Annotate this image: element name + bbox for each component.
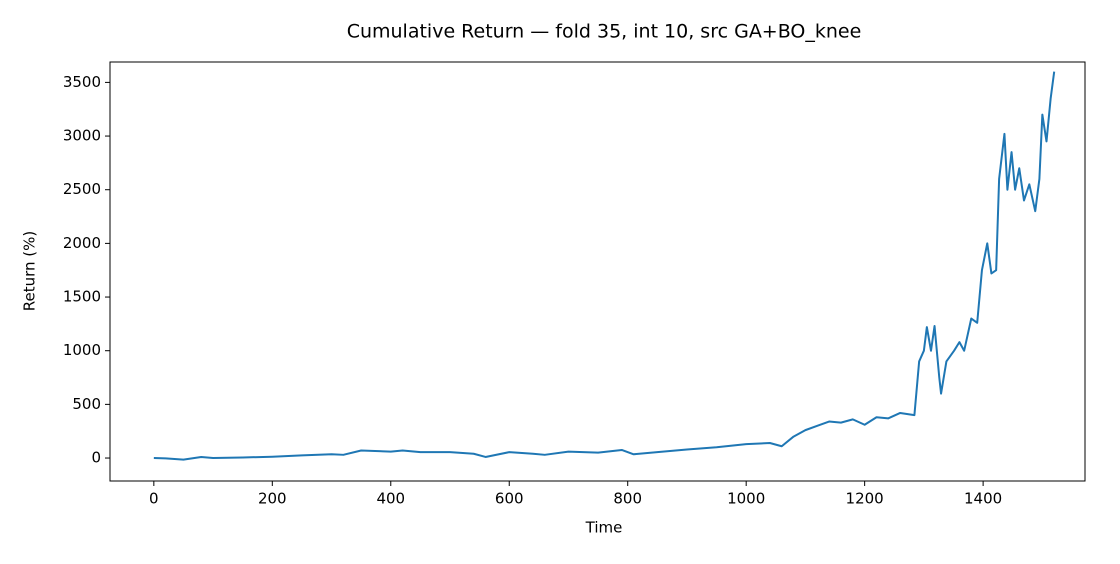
data-line [153, 71, 1056, 461]
x-tick-label: 800 [613, 490, 642, 508]
y-tick-label: 0 [91, 449, 101, 467]
x-tick-label: 1200 [846, 490, 884, 508]
plot-frame [109, 61, 1086, 482]
y-axis-label: Return (%) [21, 231, 39, 312]
x-tick-label: 600 [495, 490, 524, 508]
x-tick-label: 400 [376, 490, 405, 508]
x-tick-label: 1400 [964, 490, 1002, 508]
chart-title: Cumulative Return — fold 35, int 10, src… [347, 21, 862, 43]
x-tick-label: 1000 [727, 490, 765, 508]
y-tick-label: 1000 [63, 341, 101, 359]
x-axis-label: Time [585, 519, 623, 537]
x-tick-label: 200 [258, 490, 287, 508]
y-tick-label: 2500 [63, 180, 101, 198]
y-tick-label: 2000 [63, 234, 101, 252]
y-tick-label: 3000 [63, 127, 101, 145]
y-tick-label: 500 [72, 395, 101, 413]
x-tick-label: 0 [149, 490, 159, 508]
y-tick-label: 3500 [63, 73, 101, 91]
y-tick-label: 1500 [63, 288, 101, 306]
